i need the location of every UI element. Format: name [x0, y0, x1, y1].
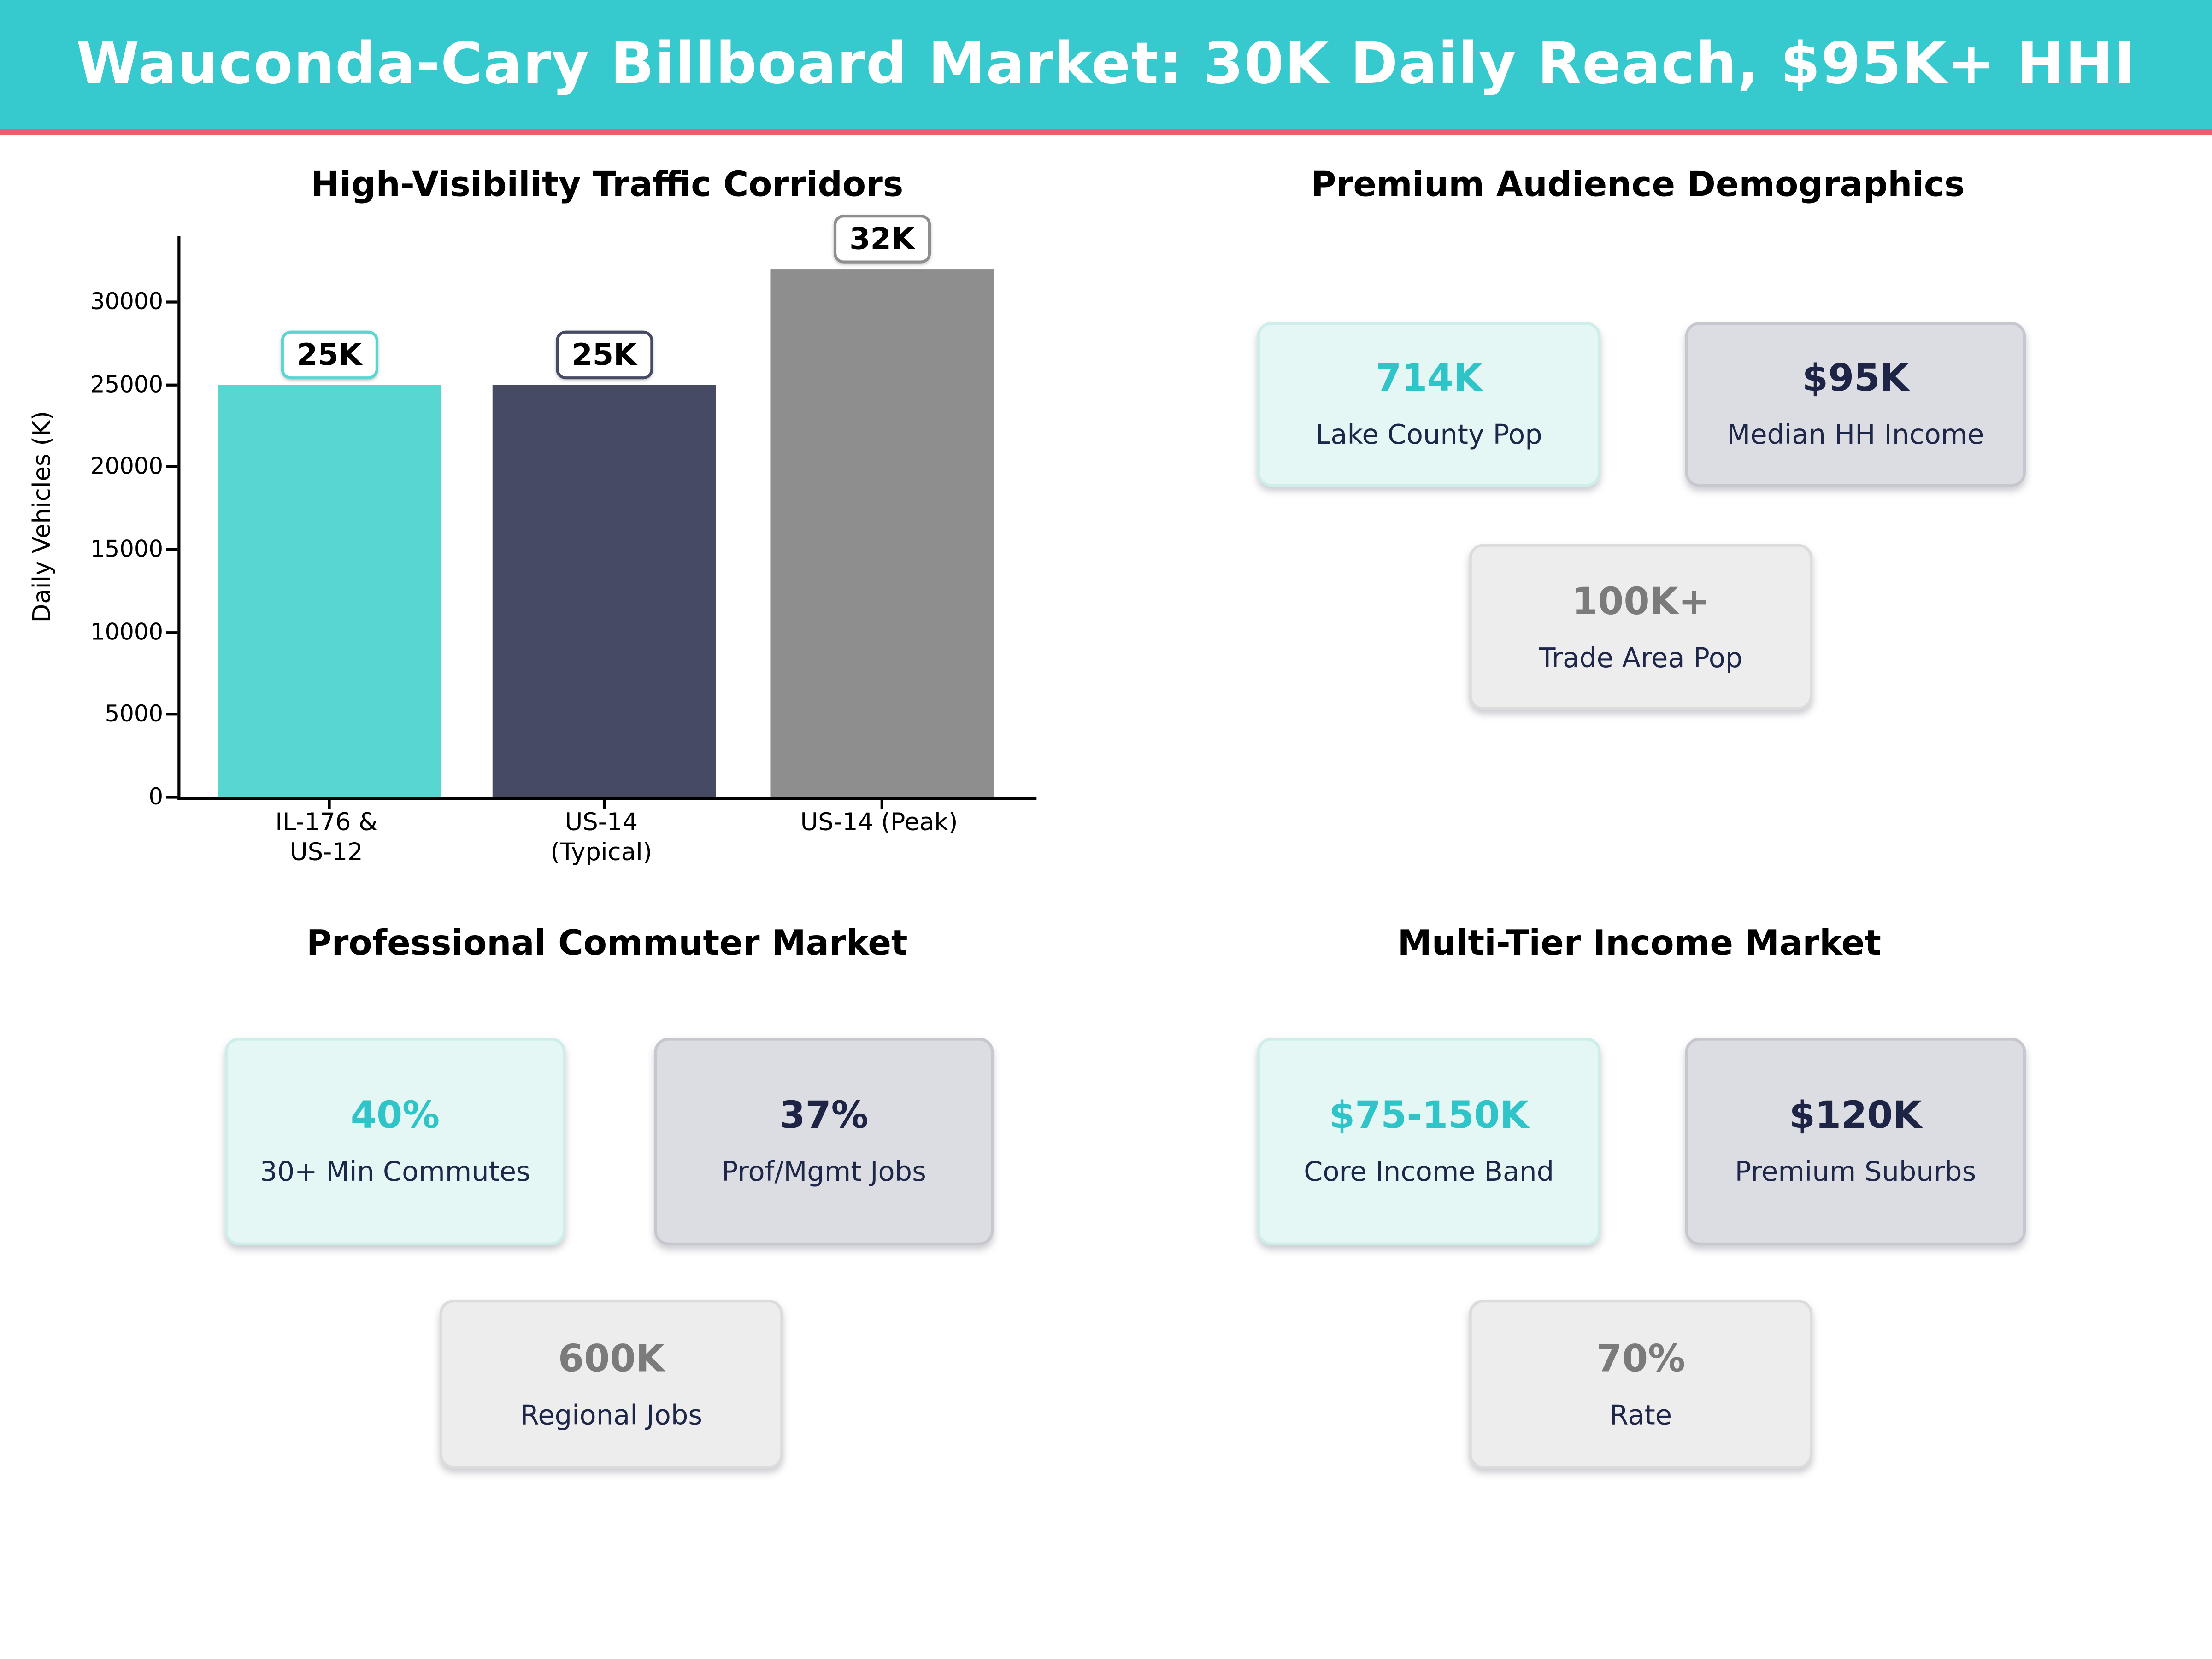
bar-value-label: 25K — [556, 330, 653, 379]
y-tick-label: 30000 — [90, 287, 164, 315]
y-tick-label: 0 — [148, 783, 164, 810]
x-category-label: US-14 (Peak) — [800, 809, 958, 838]
income-title: Multi-Tier Income Market — [1397, 923, 1881, 963]
x-tick-mark — [880, 800, 883, 809]
y-axis-ticks: 0 5000 10000 15000 20000 25000 30000 — [0, 236, 178, 809]
header-accent-strip — [0, 129, 2212, 135]
stat-card-core-income-band: $75-150K Core Income Band — [1257, 1038, 1601, 1245]
y-tick-mark — [166, 300, 178, 304]
stat-label: Prof/Mgmt Jobs — [722, 1156, 926, 1188]
y-tick-mark — [166, 548, 178, 551]
plot-area: 25K 25K 32K — [177, 215, 1037, 809]
stat-label: Median HH Income — [1727, 419, 1984, 451]
stat-label: Premium Suburbs — [1735, 1156, 1977, 1188]
y-tick-mark — [166, 383, 178, 387]
page-title: Wauconda-Cary Billboard Market: 30K Dail… — [76, 31, 2136, 98]
stat-card-median-hh-income: $95K Median HH Income — [1685, 322, 2026, 487]
y-tick-mark — [166, 713, 178, 716]
y-tick-mark — [166, 796, 178, 799]
stat-card-regional-jobs: 600K Regional Jobs — [439, 1299, 783, 1469]
bar-us14-typical — [492, 385, 716, 797]
bar-il176-us12 — [218, 385, 441, 797]
stat-card-prof-mgmt-jobs: 37% Prof/Mgmt Jobs — [654, 1038, 994, 1245]
bar-value-label: 25K — [281, 330, 378, 379]
stat-value: 714K — [1375, 358, 1483, 401]
stat-value: 70% — [1596, 1337, 1686, 1381]
stat-label: Lake County Pop — [1315, 419, 1542, 451]
x-tick-mark — [602, 800, 606, 809]
header-banner: Wauconda-Cary Billboard Market: 30K Dail… — [0, 0, 2212, 129]
y-tick-mark — [166, 465, 178, 469]
y-tick-mark — [166, 631, 178, 634]
x-category-label: US-14 (Typical) — [550, 809, 653, 868]
y-tick-label: 10000 — [90, 618, 164, 645]
commuter-title: Professional Commuter Market — [306, 923, 908, 963]
y-tick-label: 5000 — [105, 700, 164, 728]
chart-title: High-Visibility Traffic Corridors — [311, 164, 904, 205]
stat-label: 30+ Min Commutes — [260, 1156, 530, 1188]
demographics-title: Premium Audience Demographics — [1311, 164, 1965, 205]
stat-value: 100K+ — [1571, 580, 1710, 624]
bar-us14-peak — [770, 269, 994, 797]
x-category-label: IL-176 & US-12 — [275, 809, 378, 868]
y-tick-label: 25000 — [90, 370, 164, 398]
stat-value: 600K — [558, 1337, 665, 1381]
stat-label: Rate — [1609, 1399, 1672, 1431]
stat-card-premium-suburbs: $120K Premium Suburbs — [1685, 1038, 2026, 1245]
y-tick-label: 15000 — [90, 535, 164, 563]
stat-card-trade-area-pop: 100K+ Trade Area Pop — [1469, 544, 1813, 710]
stat-value: 40% — [350, 1095, 440, 1138]
stat-label: Trade Area Pop — [1539, 642, 1743, 674]
y-tick-label: 20000 — [90, 453, 164, 481]
x-tick-mark — [328, 800, 331, 809]
stat-value: $95K — [1802, 358, 1909, 401]
stat-card-rate: 70% Rate — [1469, 1299, 1813, 1469]
bar-value-label: 32K — [833, 215, 930, 264]
stat-card-lake-county-pop: 714K Lake County Pop — [1257, 322, 1601, 487]
stat-value: 37% — [779, 1095, 869, 1138]
stat-value: $120K — [1789, 1095, 1922, 1138]
stat-card-30min-commutes: 40% 30+ Min Commutes — [224, 1038, 566, 1245]
stat-value: $75-150K — [1329, 1095, 1529, 1138]
stat-label: Core Income Band — [1304, 1156, 1554, 1188]
stat-label: Regional Jobs — [520, 1399, 703, 1431]
